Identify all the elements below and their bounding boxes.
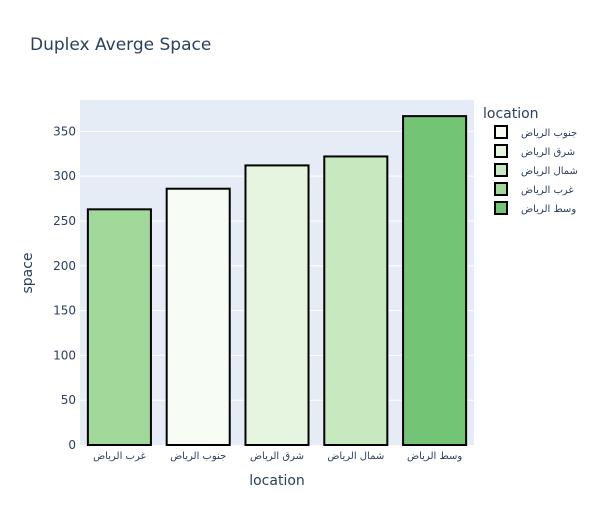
legend: location جنوب الرياض شرق الرياض شمال الريا… — [483, 106, 578, 215]
y-tick-label: 50 — [61, 393, 76, 407]
x-tick-label: شمال الرياض — [327, 451, 384, 462]
chart-title: Duplex Averge Space — [30, 35, 211, 55]
legend-label[interactable]: وسط الرياض — [521, 204, 576, 215]
legend-title: location — [483, 106, 539, 122]
bar — [86, 208, 152, 446]
bar — [244, 164, 310, 446]
y-tick-label: 100 — [53, 348, 76, 362]
x-axis-title: location — [249, 473, 305, 489]
x-tick-label: وسط الرياض — [407, 451, 462, 462]
y-axis-ticks: 0 50 100 150 200 250 300 350 — [53, 124, 76, 452]
x-axis-ticks: غرب الرياض جنوب الرياض شرق الرياض شمال الري… — [93, 451, 462, 462]
y-tick-label: 300 — [53, 169, 76, 183]
y-tick-label: 150 — [53, 304, 76, 318]
legend-swatch[interactable] — [494, 182, 508, 196]
bar — [402, 115, 468, 446]
x-tick-label: شرق الرياض — [250, 451, 304, 462]
legend-label[interactable]: جنوب الرياض — [521, 128, 577, 139]
legend-label[interactable]: غرب الرياض — [521, 185, 574, 196]
y-tick-label: 250 — [53, 214, 76, 228]
legend-swatch[interactable] — [494, 163, 508, 177]
bar — [165, 187, 231, 446]
x-tick-label: جنوب الرياض — [170, 451, 226, 462]
legend-label[interactable]: شمال الرياض — [521, 166, 578, 177]
y-tick-label: 350 — [53, 124, 76, 138]
legend-swatch[interactable] — [494, 144, 508, 158]
legend-swatch[interactable] — [494, 201, 508, 215]
y-tick-label: 0 — [68, 438, 76, 452]
bar — [323, 155, 389, 446]
bars — [86, 115, 468, 446]
legend-swatch[interactable] — [494, 125, 508, 139]
x-tick-label: غرب الرياض — [93, 451, 146, 462]
legend-label[interactable]: شرق الرياض — [521, 147, 575, 158]
y-axis-title: space — [20, 252, 36, 293]
y-tick-label: 200 — [53, 259, 76, 273]
